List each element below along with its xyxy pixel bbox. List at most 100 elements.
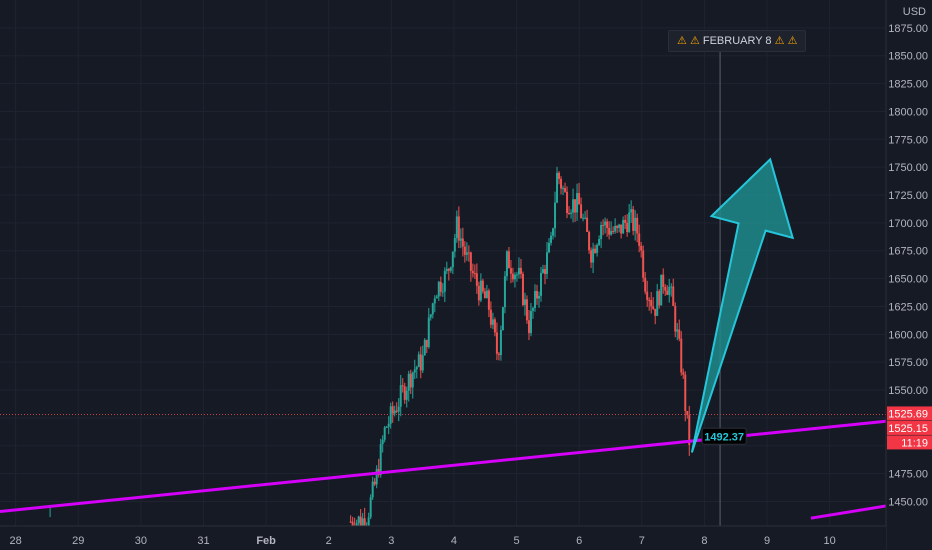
- candle-body: [361, 518, 364, 527]
- x-tick-label: 10: [824, 535, 836, 547]
- candle-body: [640, 245, 643, 251]
- candle-body: [604, 221, 607, 226]
- candle-body: [592, 248, 595, 263]
- candle-body: [564, 188, 567, 192]
- candle-body: [505, 251, 508, 277]
- candle-body: [596, 244, 599, 253]
- candle-body: [481, 280, 484, 292]
- candle-body: [684, 374, 687, 411]
- y-tick-label: 1875.00: [888, 23, 928, 35]
- candle-body: [491, 319, 494, 325]
- y-tick-label: 1850.00: [888, 51, 928, 63]
- candle-body: [527, 320, 530, 334]
- candle-body: [566, 191, 569, 214]
- y-tick-label: 1725.00: [888, 190, 928, 202]
- candle-body: [455, 216, 458, 239]
- candle-body: [407, 373, 410, 391]
- candle-body: [453, 238, 456, 252]
- candle-body: [554, 202, 557, 229]
- candle-body: [519, 267, 522, 274]
- candle-body: [600, 225, 603, 240]
- candle-body: [682, 372, 685, 375]
- candle-body: [433, 298, 436, 304]
- y-tick-label: 1450.00: [888, 496, 928, 508]
- y-tick-label: 1825.00: [888, 79, 928, 91]
- price-label-box: [887, 406, 932, 421]
- candle-body: [515, 274, 518, 276]
- y-tick-label: 1675.00: [888, 246, 928, 258]
- y-tick-label: 1575.00: [888, 357, 928, 369]
- candle-body: [660, 274, 663, 306]
- candle-body: [483, 291, 486, 299]
- y-tick-label: 1475.00: [888, 469, 928, 481]
- candle-body: [405, 390, 408, 400]
- x-tick-label: 30: [135, 535, 147, 547]
- candle-body: [411, 372, 414, 388]
- candle-body: [620, 224, 623, 234]
- candle-body: [507, 251, 510, 269]
- x-tick-label: 3: [388, 535, 394, 547]
- candle-body: [525, 299, 528, 321]
- y-axis: 1450.00 1475.00 1550.00 1575.00 1600.00 1625.…: [885, 0, 932, 550]
- candle-body: [652, 306, 655, 309]
- candle-body: [493, 319, 496, 333]
- candle-body: [626, 222, 629, 232]
- currency-label: USD: [902, 6, 926, 18]
- candle-body: [666, 290, 669, 295]
- y-tick-label: 1700.00: [888, 218, 928, 230]
- x-tick-label: 4: [451, 535, 457, 547]
- x-tick-label: Feb: [256, 535, 276, 547]
- candle-body: [541, 269, 544, 273]
- candle-body: [475, 273, 478, 286]
- price-label-text: 1525.69: [888, 408, 928, 420]
- candle-body: [548, 242, 551, 253]
- candle-body: [533, 291, 536, 309]
- candle-body: [439, 281, 442, 292]
- up-arrow-shape[interactable]: [690, 157, 795, 453]
- y-tick-label: 1775.00: [888, 134, 928, 146]
- price-labels: 1525.69 1525.15 11:19: [887, 406, 932, 450]
- candle-body: [674, 305, 677, 332]
- candle-body: [359, 516, 362, 527]
- candle-body: [612, 230, 615, 232]
- candle-body: [668, 286, 671, 295]
- candle-body: [509, 268, 512, 274]
- x-tick-label: 9: [764, 535, 770, 547]
- candle-body: [654, 308, 657, 316]
- x-tick-label: 29: [72, 535, 84, 547]
- up-arrow-annotation[interactable]: [690, 157, 795, 453]
- price-label-box: [887, 420, 932, 435]
- candle-body: [403, 386, 406, 400]
- event-marker[interactable]: ⚠ ⚠ FEBRUARY 8 ⚠ ⚠: [668, 30, 807, 52]
- x-axis-background: [0, 526, 886, 550]
- candle-body: [588, 231, 591, 251]
- x-tick-label: 28: [10, 535, 22, 547]
- candle-body: [417, 354, 420, 367]
- candle-body: [570, 212, 573, 214]
- y-tick-label: 1600.00: [888, 329, 928, 341]
- candle-body: [395, 410, 398, 412]
- x-tick-label: 31: [197, 535, 209, 547]
- candle-body: [632, 209, 635, 231]
- point-label-text: 1492.37: [704, 431, 744, 443]
- candle-body: [375, 469, 378, 485]
- candle-body: [550, 235, 553, 243]
- candle-body: [435, 296, 438, 299]
- candle-body: [437, 281, 440, 297]
- candle-body: [644, 277, 647, 292]
- candle-body: [421, 355, 424, 371]
- candle-body: [664, 286, 667, 291]
- candle-body: [678, 329, 681, 339]
- candle-body: [445, 268, 448, 272]
- candle-body: [531, 308, 534, 311]
- candle-body: [608, 228, 611, 235]
- lower-trendline[interactable]: [810, 504, 887, 520]
- candle-body: [574, 199, 577, 213]
- candle-body: [676, 329, 679, 332]
- candle-body: [497, 353, 500, 356]
- candle-body: [385, 426, 388, 428]
- candle-body: [429, 314, 432, 318]
- candle-body: [556, 172, 559, 203]
- y-tick-label: 1750.00: [888, 162, 928, 174]
